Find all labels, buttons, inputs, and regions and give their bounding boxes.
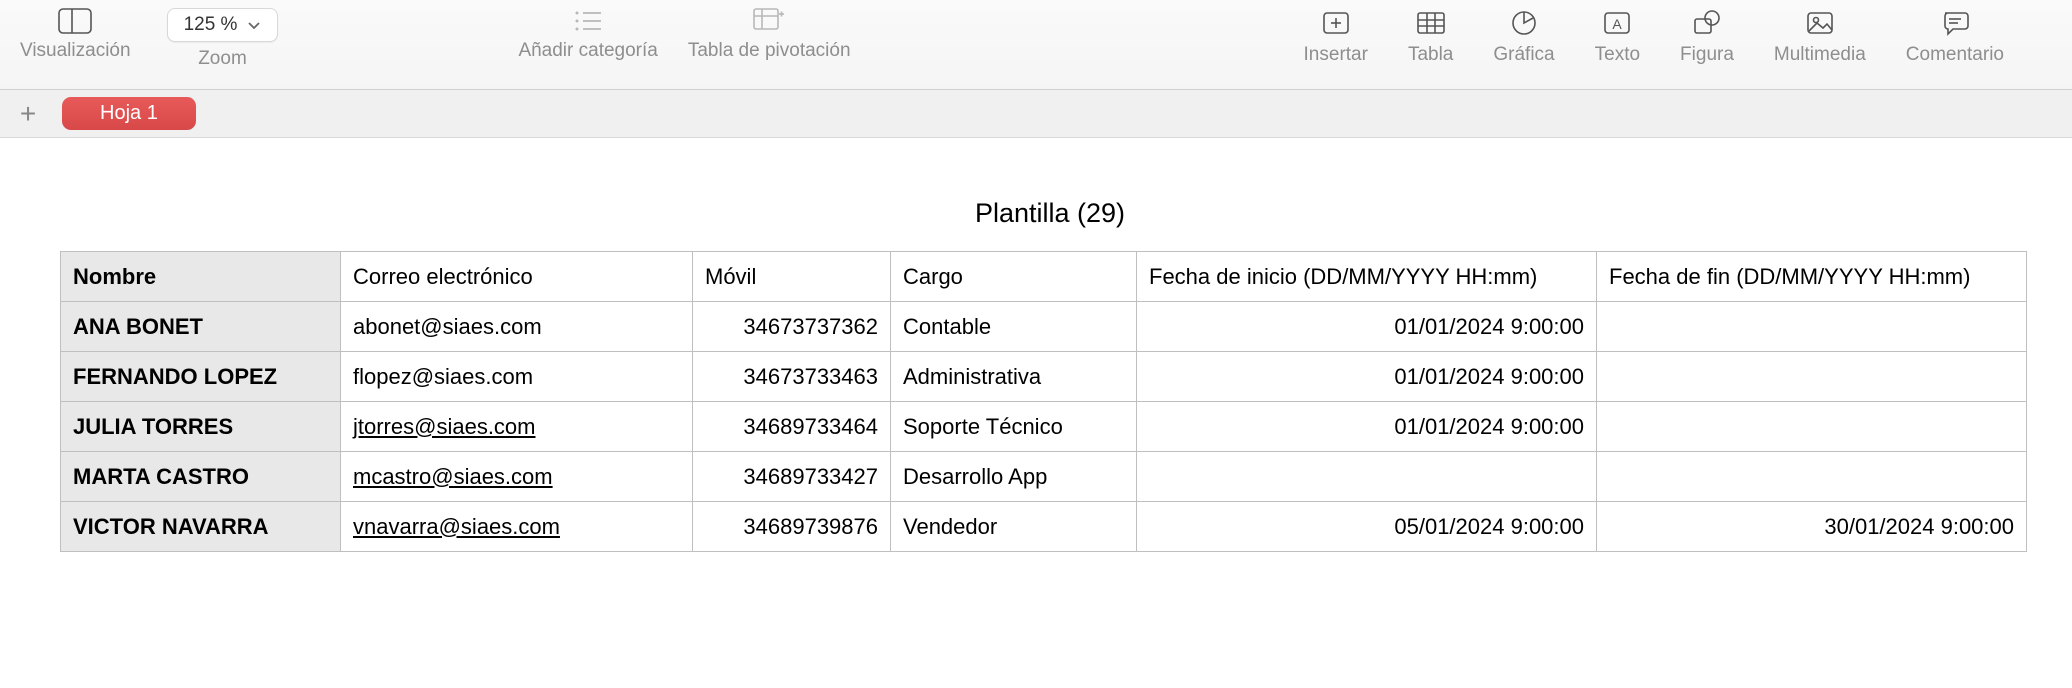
insert-button[interactable]: Insertar	[1284, 8, 1388, 66]
cell-inicio[interactable]: 01/01/2024 9:00:00	[1137, 352, 1597, 402]
cell-correo[interactable]: vnavarra@siaes.com	[341, 502, 693, 552]
col-header-fin[interactable]: Fecha de fin (DD/MM/YYYY HH:mm)	[1597, 252, 2027, 302]
cell-movil[interactable]: 34673737362	[693, 302, 891, 352]
insert-label: Insertar	[1304, 44, 1368, 66]
sidebar-view-icon[interactable]	[58, 8, 92, 34]
cell-nombre[interactable]: ANA BONET	[61, 302, 341, 352]
shape-button[interactable]: Figura	[1660, 8, 1754, 66]
cell-cargo[interactable]: Vendedor	[891, 502, 1137, 552]
cell-correo[interactable]: jtorres@siaes.com	[341, 402, 693, 452]
cell-movil[interactable]: 34673733463	[693, 352, 891, 402]
zoom-selector[interactable]: 125 %	[167, 8, 279, 42]
table-row: FERNANDO LOPEZflopez@siaes.com3467373346…	[61, 352, 2027, 402]
cell-nombre[interactable]: FERNANDO LOPEZ	[61, 352, 341, 402]
cell-correo[interactable]: mcastro@siaes.com	[341, 452, 693, 502]
svg-text:A: A	[1613, 16, 1623, 32]
table-row: ANA BONETabonet@siaes.com34673737362Cont…	[61, 302, 2027, 352]
sheet-tab-active[interactable]: Hoja 1	[62, 97, 196, 130]
zoom-group: 125 % Zoom	[167, 8, 279, 70]
text-label: Texto	[1595, 44, 1640, 66]
cell-fin[interactable]	[1597, 302, 2027, 352]
col-header-cargo[interactable]: Cargo	[891, 252, 1137, 302]
cell-cargo[interactable]: Soporte Técnico	[891, 402, 1137, 452]
email-link[interactable]: jtorres@siaes.com	[353, 414, 536, 439]
email-link[interactable]: vnavarra@siaes.com	[353, 514, 560, 539]
pivot-table-icon	[753, 8, 785, 34]
col-header-inicio[interactable]: Fecha de inicio (DD/MM/YYYY HH:mm)	[1137, 252, 1597, 302]
cell-cargo[interactable]: Contable	[891, 302, 1137, 352]
pie-chart-icon	[1510, 8, 1538, 38]
cell-correo[interactable]: abonet@siaes.com	[341, 302, 693, 352]
col-header-nombre[interactable]: Nombre	[61, 252, 341, 302]
table-button[interactable]: Tabla	[1388, 8, 1473, 66]
cell-correo[interactable]: flopez@siaes.com	[341, 352, 693, 402]
cell-fin[interactable]	[1597, 402, 2027, 452]
visualization-label: Visualización	[20, 40, 131, 62]
col-header-correo[interactable]: Correo electrónico	[341, 252, 693, 302]
table-row: VICTOR NAVARRA vnavarra@siaes.com 34689739…	[61, 502, 2027, 552]
visualization-group: Visualización	[20, 8, 131, 62]
zoom-label: Zoom	[198, 48, 247, 70]
cell-movil[interactable]: 34689739876	[693, 502, 891, 552]
cell-movil[interactable]: 34689733427	[693, 452, 891, 502]
image-icon	[1805, 8, 1835, 38]
table-header-row: Nombre Correo electrónico Móvil Cargo Fe…	[61, 252, 2027, 302]
chart-button[interactable]: Gráfica	[1473, 8, 1574, 66]
cell-nombre[interactable]: JULIA TORRES	[61, 402, 341, 452]
cell-inicio[interactable]: 01/01/2024 9:00:00	[1137, 402, 1597, 452]
media-button[interactable]: Multimedia	[1754, 8, 1886, 66]
cell-fin[interactable]	[1597, 352, 2027, 402]
comment-label: Comentario	[1906, 44, 2004, 66]
cell-inicio[interactable]: 05/01/2024 9:00:00	[1137, 502, 1597, 552]
insert-icon	[1321, 8, 1351, 38]
shape-label: Figura	[1680, 44, 1734, 66]
text-button[interactable]: A Texto	[1575, 8, 1660, 66]
shape-icon	[1692, 8, 1722, 38]
cell-movil[interactable]: 34689733464	[693, 402, 891, 452]
table-icon	[1416, 8, 1446, 38]
pivot-table-group: Tabla de pivotación	[688, 8, 851, 62]
col-header-movil[interactable]: Móvil	[693, 252, 891, 302]
cell-inicio[interactable]	[1137, 452, 1597, 502]
zoom-value: 125 %	[184, 14, 238, 36]
spreadsheet-canvas[interactable]: Plantilla (29) Nombre Correo electrónico…	[0, 138, 2072, 552]
cell-cargo[interactable]: Desarrollo App	[891, 452, 1137, 502]
cell-nombre[interactable]: VICTOR NAVARRA	[61, 502, 341, 552]
pivot-table-label: Tabla de pivotación	[688, 40, 851, 62]
add-category-label: Añadir categoría	[518, 40, 657, 62]
toolbar-right: Insertar Tabla Gráfica	[1284, 8, 2072, 66]
cell-cargo[interactable]: Administrativa	[891, 352, 1137, 402]
data-table[interactable]: Nombre Correo electrónico Móvil Cargo Fe…	[60, 251, 2027, 552]
text-icon: A	[1602, 8, 1632, 38]
comment-icon	[1940, 8, 1970, 38]
table-label: Tabla	[1408, 44, 1453, 66]
email-link[interactable]: mcastro@siaes.com	[353, 464, 553, 489]
chart-label: Gráfica	[1493, 44, 1554, 66]
media-label: Multimedia	[1774, 44, 1866, 66]
list-icon	[573, 8, 603, 34]
add-sheet-button[interactable]: +	[12, 98, 44, 130]
cell-fin[interactable]: 30/01/2024 9:00:00	[1597, 502, 2027, 552]
toolbar: Visualización 125 % Zoom Añadir categorí…	[0, 0, 2072, 90]
sheet-tabs: + Hoja 1	[0, 90, 2072, 138]
add-category-group: Añadir categoría	[518, 8, 657, 62]
cell-fin[interactable]	[1597, 452, 2027, 502]
comment-button[interactable]: Comentario	[1886, 8, 2024, 66]
table-title[interactable]: Plantilla (29)	[60, 198, 2040, 229]
chevron-down-icon	[247, 20, 261, 30]
table-row: JULIA TORRES jtorres@siaes.com 34689733464…	[61, 402, 2027, 452]
table-row: MARTA CASTRO mcastro@siaes.com 34689733427…	[61, 452, 2027, 502]
cell-inicio[interactable]: 01/01/2024 9:00:00	[1137, 302, 1597, 352]
cell-nombre[interactable]: MARTA CASTRO	[61, 452, 341, 502]
